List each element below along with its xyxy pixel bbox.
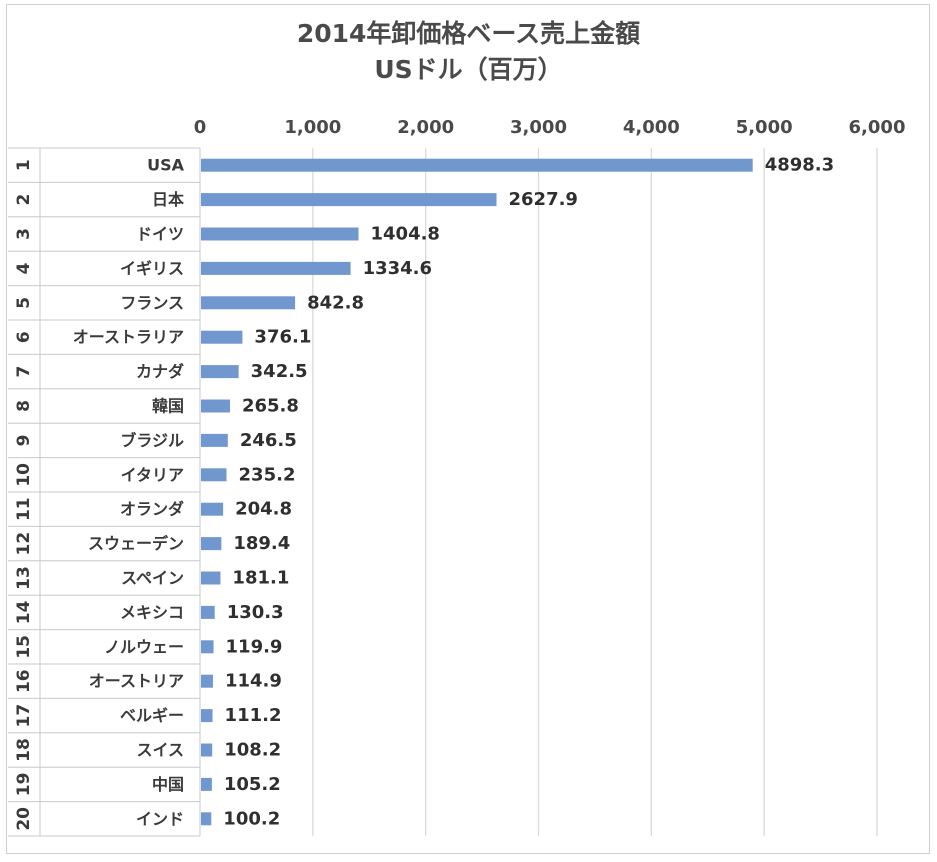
rank-label: 6 xyxy=(14,331,34,343)
category-label: オランダ xyxy=(120,500,184,519)
data-label: 235.2 xyxy=(239,464,296,485)
rank-label: 14 xyxy=(14,600,34,624)
chart-title: 2014年卸価格ベース売上金額 USドル（百万） xyxy=(0,16,937,88)
data-label: 246.5 xyxy=(240,430,297,451)
category-label: インド xyxy=(136,809,184,828)
x-tick-label: 3,000 xyxy=(510,117,567,138)
data-label: 111.2 xyxy=(225,705,282,726)
data-label: 189.4 xyxy=(233,533,290,554)
category-label: ブラジル xyxy=(120,431,184,450)
bar xyxy=(201,812,212,826)
bar xyxy=(201,709,213,723)
category-label: オーストラリア xyxy=(73,328,184,347)
data-label: 376.1 xyxy=(254,327,311,348)
data-label: 100.2 xyxy=(223,808,280,829)
rank-label: 20 xyxy=(14,807,34,831)
bar xyxy=(201,640,214,654)
data-label: 105.2 xyxy=(224,774,281,795)
rank-label: 1 xyxy=(14,159,34,171)
bar xyxy=(201,158,753,172)
rank-label: 13 xyxy=(14,566,34,590)
data-label: 1404.8 xyxy=(371,224,440,245)
category-label: USA xyxy=(147,156,185,175)
data-label: 4898.3 xyxy=(765,155,834,176)
bar xyxy=(201,365,239,379)
chart-title-line-1: 2014年卸価格ベース売上金額 xyxy=(296,19,641,48)
category-label: ベルギー xyxy=(120,706,184,725)
bar xyxy=(201,674,213,688)
category-label: カナダ xyxy=(136,362,184,381)
bar xyxy=(201,330,243,344)
bar xyxy=(201,227,359,241)
category-label: 日本 xyxy=(152,190,184,209)
bar xyxy=(201,433,228,447)
x-tick-label: 0 xyxy=(194,117,207,138)
bar xyxy=(201,399,230,413)
category-label: ノルウェー xyxy=(104,637,184,656)
x-tick-label: 2,000 xyxy=(397,117,454,138)
data-label: 114.9 xyxy=(225,671,282,692)
bar xyxy=(201,777,212,791)
category-label: イギリス xyxy=(120,259,184,278)
x-tick-label: 4,000 xyxy=(623,117,680,138)
chart-frame xyxy=(6,4,930,854)
bar xyxy=(201,296,296,310)
bar xyxy=(201,502,224,516)
rank-label: 7 xyxy=(14,366,34,378)
category-label: スイス xyxy=(136,741,184,760)
category-label: フランス xyxy=(120,293,184,312)
category-label: 中国 xyxy=(152,775,184,794)
data-label: 108.2 xyxy=(224,740,281,761)
rank-label: 4 xyxy=(14,262,34,274)
data-label: 342.5 xyxy=(251,361,308,382)
bar xyxy=(201,537,222,551)
rank-label: 19 xyxy=(14,773,34,797)
data-label: 204.8 xyxy=(235,499,292,520)
x-tick-label: 6,000 xyxy=(849,117,906,138)
bar xyxy=(201,605,215,619)
chart-title-line-2: USドル（百万） xyxy=(374,55,563,84)
data-label: 2627.9 xyxy=(509,189,578,210)
rank-label: 16 xyxy=(14,669,34,693)
data-label: 130.3 xyxy=(227,602,284,623)
rank-label: 11 xyxy=(14,497,34,521)
category-label: メキシコ xyxy=(120,603,184,622)
data-label: 842.8 xyxy=(307,292,364,313)
rank-label: 18 xyxy=(14,738,34,762)
rank-label: 3 xyxy=(14,228,34,240)
rank-label: 17 xyxy=(14,704,34,728)
bar xyxy=(201,261,351,275)
bar xyxy=(201,571,221,585)
rank-label: 15 xyxy=(14,635,34,659)
category-label: スウェーデン xyxy=(88,534,184,553)
x-tick-label: 5,000 xyxy=(736,117,793,138)
rank-label: 12 xyxy=(14,532,34,556)
rank-label: 9 xyxy=(14,434,34,446)
data-label: 1334.6 xyxy=(363,258,432,279)
category-label: 韓国 xyxy=(152,397,184,416)
category-label: スペイン xyxy=(121,569,184,588)
data-label: 119.9 xyxy=(226,636,283,657)
category-label: イタリア xyxy=(121,465,184,484)
category-label: オーストリア xyxy=(89,672,184,691)
rank-label: 10 xyxy=(14,463,34,487)
data-label: 181.1 xyxy=(232,568,289,589)
data-label: 265.8 xyxy=(242,396,299,417)
bar xyxy=(201,743,213,757)
rank-label: 2 xyxy=(14,194,34,206)
rank-label: 8 xyxy=(14,400,34,412)
category-label: ドイツ xyxy=(136,225,184,244)
bar xyxy=(201,193,497,207)
x-tick-label: 1,000 xyxy=(284,117,341,138)
bar xyxy=(201,468,227,482)
rank-label: 5 xyxy=(14,297,34,309)
